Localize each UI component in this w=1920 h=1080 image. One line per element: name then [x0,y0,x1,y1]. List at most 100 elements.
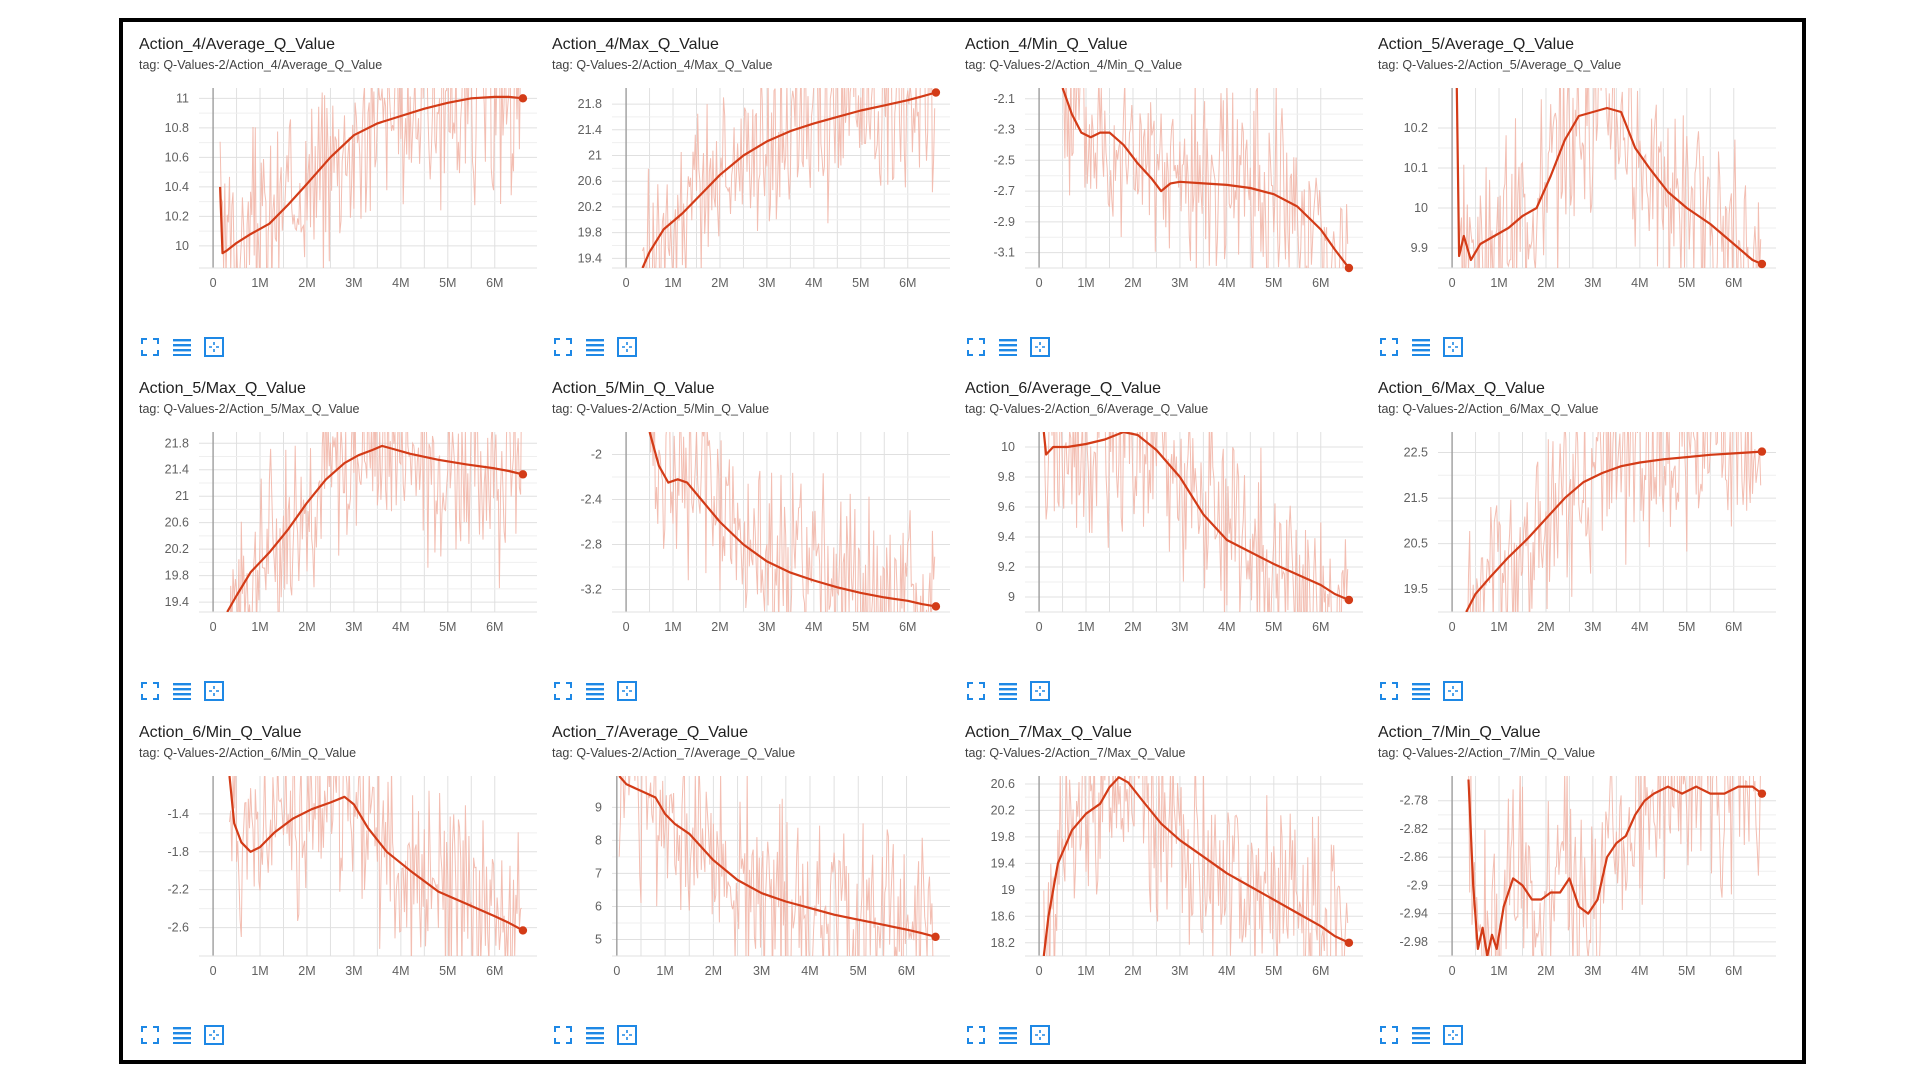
y-tick-label: -3.2 [580,583,602,597]
smoothed-series-line [1467,779,1763,956]
x-tick-label: 1M [1490,276,1507,290]
fit-domain-icon [203,1024,225,1046]
fit-domain-button[interactable] [203,1024,225,1046]
fit-domain-button[interactable] [1029,680,1051,702]
x-tick-label: 3M [753,964,770,978]
y-tick-label: 21.8 [578,97,602,111]
chart-plot[interactable]: -2 -2.4 -2.8 -3.2 0 1M 2M 3M 4M 5M 6M [532,362,950,662]
x-tick-label: 5M [1265,620,1282,634]
last-value-marker [931,932,940,942]
x-tick-label: 4M [1631,276,1648,290]
fit-domain-button[interactable] [1442,680,1464,702]
raw-series-line [642,88,936,268]
toggle-y-log-icon [584,336,606,358]
x-tick-label: 6M [899,620,916,634]
toggle-y-log-button[interactable] [171,336,193,358]
x-tick-label: 1M [1490,620,1507,634]
fit-domain-button[interactable] [203,336,225,358]
fullscreen-icon [139,680,161,702]
chart-card: Action_6/Average_Q_Value tag: Q-Values-2/… [945,362,1363,702]
fit-domain-button[interactable] [1442,336,1464,358]
fullscreen-button[interactable] [139,336,161,358]
smoothed-series-line [219,95,524,255]
toggle-y-log-button[interactable] [171,680,193,702]
raw-series-line [229,776,522,956]
raw-series-line [1465,432,1762,612]
x-tick-label: 2M [1537,620,1554,634]
y-tick-label: 9 [1008,590,1015,604]
x-tick-label: 1M [251,620,268,634]
chart-plot[interactable]: 10 9.8 9.6 9.4 9.2 9 0 1M 2M 3M 4M 5M 6M [945,362,1363,662]
x-tick-label: 3M [345,276,362,290]
toggle-y-log-button[interactable] [1410,680,1432,702]
toggle-y-log-icon [1410,1024,1432,1046]
fit-domain-button[interactable] [616,680,638,702]
chart-tag: tag: Q-Values-2/Action_5/Max_Q_Value [139,402,360,416]
toggle-y-log-button[interactable] [1410,1024,1432,1046]
fullscreen-button[interactable] [139,1024,161,1046]
y-tick-label: 19.8 [991,830,1015,844]
y-tick-label: 9.8 [998,470,1015,484]
x-tick-label: 5M [439,620,456,634]
toggle-y-log-button[interactable] [997,1024,1019,1046]
y-tick-label: -2.86 [1400,850,1429,864]
fit-domain-button[interactable] [616,336,638,358]
fit-domain-button[interactable] [1029,336,1051,358]
y-tick-label: 10.4 [165,180,189,194]
raw-series-line [219,88,521,268]
chart-plot[interactable]: -2.78 -2.82 -2.86 -2.9 -2.94 -2.98 0 1M 2M 3M 4M 5M… [1358,706,1776,1006]
x-tick-label: 2M [1537,964,1554,978]
x-tick-label: 6M [1312,964,1329,978]
last-value-marker [931,602,941,611]
toggle-y-log-button[interactable] [584,336,606,358]
fullscreen-button[interactable] [965,680,987,702]
x-tick-label: 2M [1124,620,1141,634]
chart-plot[interactable]: 9 8 7 6 5 0 1M 2M 3M 4M 5M 6M [532,706,950,1006]
chart-plot[interactable]: 20.6 20.2 19.8 19.4 19 18.6 18.2 0 1M 2M 3M 4M 5M 6M [945,706,1363,1006]
fullscreen-button[interactable] [1378,336,1400,358]
fit-domain-button[interactable] [1442,1024,1464,1046]
fit-domain-button[interactable] [616,1024,638,1046]
y-tick-label: 9.4 [998,530,1015,544]
y-tick-label: 18.6 [991,909,1015,923]
x-tick-label: 5M [1265,276,1282,290]
x-tick-label: 4M [805,276,822,290]
toggle-y-log-button[interactable] [584,680,606,702]
x-tick-label: 2M [711,620,728,634]
x-tick-label: 4M [801,964,818,978]
fullscreen-button[interactable] [965,1024,987,1046]
chart-plot[interactable]: -2.1 -2.3 -2.5 -2.7 -2.9 -3.1 0 1M 2M 3M 4M 5M 6M [945,18,1363,318]
toggle-y-log-button[interactable] [1410,336,1432,358]
x-tick-label: 3M [1171,276,1188,290]
chart-plot[interactable]: 21.8 21.4 21 20.6 20.2 19.8 19.4 0 1M 2M 3M 4M 5M 6M [532,18,950,318]
toggle-y-log-button[interactable] [997,680,1019,702]
chart-plot[interactable]: -1.4 -1.8 -2.2 -2.6 0 1M 2M 3M 4M 5M 6M [119,706,537,1006]
toggle-y-log-button[interactable] [584,1024,606,1046]
toggle-y-log-button[interactable] [997,336,1019,358]
chart-plot[interactable]: 21.8 21.4 21 20.6 20.2 19.8 19.4 0 1M 2M 3M 4M 5M 6M [119,362,537,662]
x-tick-label: 1M [664,276,681,290]
toggle-y-log-button[interactable] [171,1024,193,1046]
x-tick-label: 2M [1124,276,1141,290]
smoothed-series-line [1465,450,1762,612]
fullscreen-button[interactable] [552,336,574,358]
fullscreen-button[interactable] [1378,1024,1400,1046]
chart-tag: tag: Q-Values-2/Action_4/Max_Q_Value [552,58,773,72]
fullscreen-button[interactable] [1378,680,1400,702]
fullscreen-button[interactable] [139,680,161,702]
raw-series-line [1468,776,1761,956]
x-tick-label: 0 [1036,620,1043,634]
chart-plot[interactable]: 22.5 21.5 20.5 19.5 0 1M 2M 3M 4M 5M 6M [1358,362,1776,662]
fit-domain-button[interactable] [1029,1024,1051,1046]
x-tick-label: 1M [1490,964,1507,978]
fullscreen-button[interactable] [552,1024,574,1046]
chart-card: Action_5/Max_Q_Value tag: Q-Values-2/Acti… [119,362,537,702]
chart-plot[interactable]: 10.2 10.1 10 9.9 0 1M 2M 3M 4M 5M 6M [1358,18,1776,318]
fullscreen-button[interactable] [552,680,574,702]
chart-plot[interactable]: 11 10.8 10.6 10.4 10.2 10 0 1M 2M 3M 4M 5M 6M [119,18,537,318]
toggle-y-log-icon [1410,336,1432,358]
fullscreen-button[interactable] [965,336,987,358]
y-tick-label: 20.2 [991,803,1015,817]
fit-domain-button[interactable] [203,680,225,702]
y-tick-label: 6 [595,899,602,913]
